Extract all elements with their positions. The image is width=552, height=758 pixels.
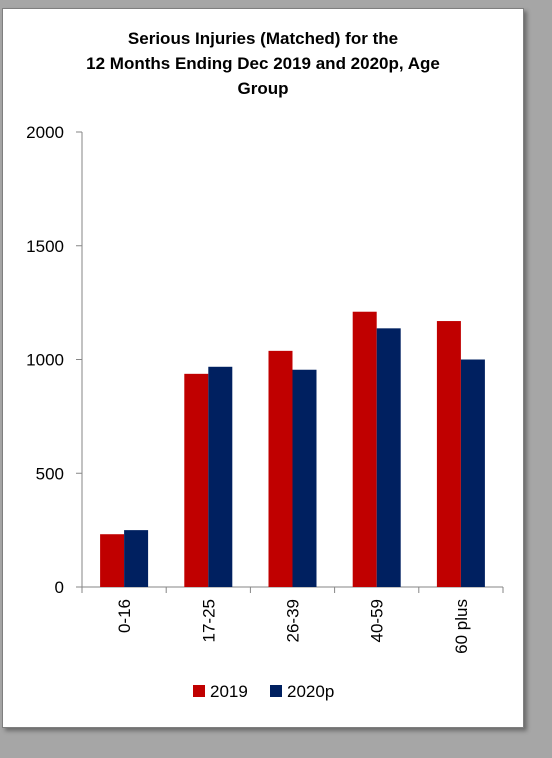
y-tick-label: 1000	[26, 351, 64, 370]
chart-legend: 2019 2020p	[193, 682, 334, 701]
bar-2019-0-16	[100, 534, 125, 587]
x-tick-label: 40-59	[368, 599, 387, 642]
bar-2020p-26-39	[292, 369, 317, 587]
chart-title-line-2: 12 Months Ending Dec 2019 and 2020p, Age	[86, 54, 440, 73]
chart-frame: Serious Injuries (Matched) for the 12 Mo…	[2, 8, 524, 728]
y-tick-labels: 0 500 1000 1500 2000	[26, 123, 64, 597]
bar-2019-26-39	[268, 350, 293, 587]
y-tick-label: 0	[55, 578, 64, 597]
x-tick-label: 26-39	[284, 599, 303, 642]
bar-2020p-0-16	[124, 530, 149, 587]
y-tick-label: 500	[36, 464, 64, 483]
bar-2019-60-plus	[436, 321, 461, 587]
x-tick-label: 60 plus	[452, 599, 471, 654]
y-tick-label: 1500	[26, 237, 64, 256]
legend-swatch-2019	[193, 685, 205, 697]
x-tick-label: 0-16	[115, 599, 134, 633]
chart-bars	[100, 311, 485, 587]
bar-2019-40-59	[352, 311, 377, 587]
x-tick-label: 17-25	[199, 599, 218, 642]
legend-label-2020p: 2020p	[287, 682, 334, 701]
bar-chart: Serious Injuries (Matched) for the 12 Mo…	[26, 29, 504, 701]
chart-title-line-3: Group	[238, 79, 289, 98]
legend-label-2019: 2019	[210, 682, 248, 701]
legend-swatch-2020p	[270, 685, 282, 697]
chart-title-line-1: Serious Injuries (Matched) for the	[128, 29, 398, 48]
bar-2019-17-25	[184, 373, 209, 587]
bar-2020p-60-plus	[460, 359, 485, 587]
y-tick-label: 2000	[26, 123, 64, 142]
chart-title: Serious Injuries (Matched) for the 12 Mo…	[86, 29, 440, 98]
x-tick-labels: 0-16 17-25 26-39 40-59 60 plus	[115, 599, 471, 654]
bar-2020p-17-25	[208, 366, 233, 587]
bar-2020p-40-59	[376, 328, 401, 587]
